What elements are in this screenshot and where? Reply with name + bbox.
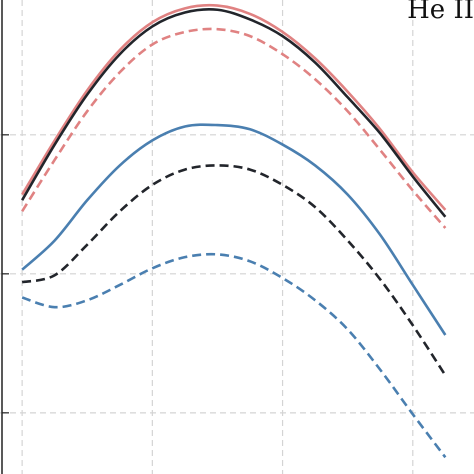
annotation: He II (407, 0, 474, 25)
series-line (21, 7, 447, 218)
series-line (21, 3, 447, 211)
series-line (21, 27, 447, 229)
series-line (21, 164, 447, 377)
series-line (21, 252, 447, 459)
series-line (21, 123, 447, 336)
